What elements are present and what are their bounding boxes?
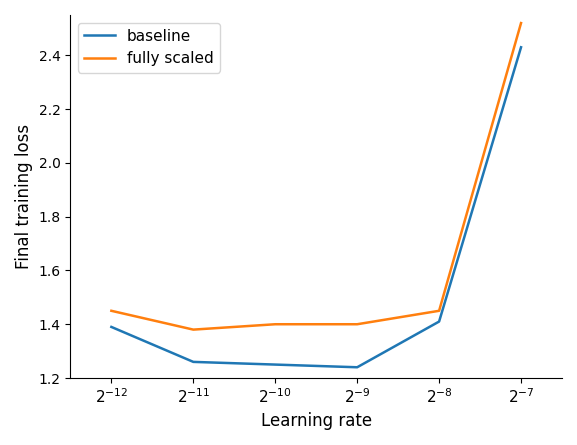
fully scaled	[354, 322, 361, 327]
baseline	[518, 44, 524, 50]
fully scaled	[436, 308, 443, 313]
X-axis label: Learning rate: Learning rate	[261, 412, 372, 430]
baseline	[436, 319, 443, 324]
fully scaled	[190, 327, 197, 332]
baseline	[272, 362, 279, 367]
Line: fully scaled: fully scaled	[111, 23, 521, 330]
fully scaled	[272, 322, 279, 327]
baseline	[190, 359, 197, 364]
baseline	[108, 324, 115, 330]
fully scaled	[518, 20, 524, 26]
Line: baseline: baseline	[111, 47, 521, 367]
baseline	[354, 364, 361, 370]
Y-axis label: Final training loss: Final training loss	[15, 124, 33, 269]
fully scaled	[108, 308, 115, 313]
Legend: baseline, fully scaled: baseline, fully scaled	[78, 23, 220, 73]
